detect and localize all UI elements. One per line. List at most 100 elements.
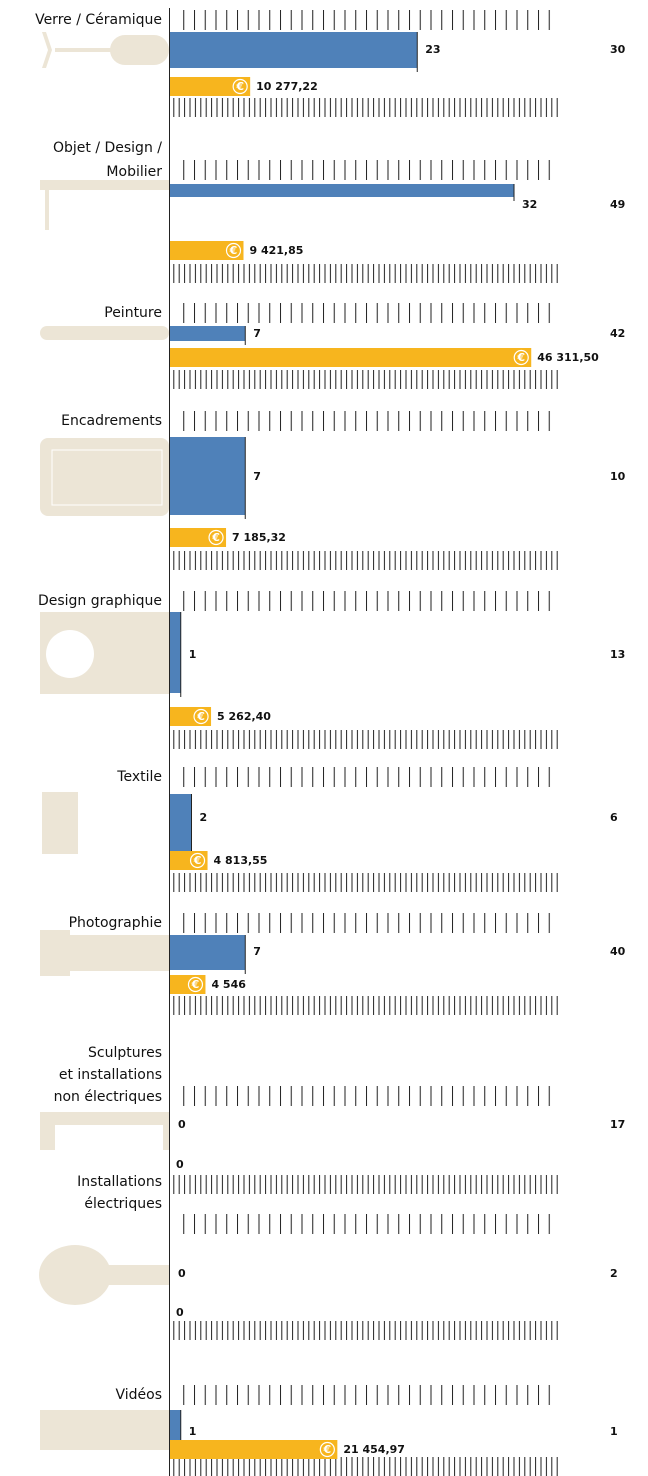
category-label: non électriques (54, 1089, 162, 1105)
count-bar (170, 794, 192, 856)
euro-symbol: € (323, 1443, 332, 1456)
count-bar (170, 326, 246, 341)
amount-label: 4 813,55 (214, 854, 268, 867)
total-label: 10 (610, 470, 626, 483)
euro-symbol: € (191, 978, 200, 991)
count-bar (170, 935, 246, 970)
category-label: Encadrements (61, 413, 162, 429)
amount-bar (170, 851, 208, 870)
ruler (178, 591, 558, 611)
count-label: 32 (522, 198, 537, 211)
total-label: 17 (610, 1118, 625, 1131)
count-bar (170, 184, 514, 197)
illustration-details (46, 449, 163, 1150)
euro-symbol: € (516, 351, 525, 364)
euro-icon (208, 529, 224, 546)
euro-icon (232, 78, 248, 95)
euro-symbol: € (229, 244, 238, 257)
total-label: 1 (610, 1425, 618, 1438)
ruler (178, 1214, 558, 1234)
amount-label: 46 311,50 (537, 351, 599, 364)
count-label: 0 (178, 1118, 186, 1131)
count-label: 7 (253, 945, 261, 958)
category-label: Objet / Design / (53, 140, 162, 156)
ruler (171, 370, 558, 389)
ruler (171, 1321, 558, 1340)
total-label: 49 (610, 198, 625, 211)
count-label: 1 (189, 1425, 197, 1438)
total-label: 40 (610, 945, 626, 958)
amount-label: 10 277,22 (256, 80, 318, 93)
total-label: 30 (610, 43, 626, 56)
total-label: 13 (610, 648, 625, 661)
count-label: 2 (200, 811, 208, 824)
ruler (171, 873, 558, 892)
euro-icon (319, 1441, 335, 1458)
category-label: électriques (84, 1196, 162, 1212)
category-label: Design graphique (38, 593, 162, 609)
ruler (178, 767, 558, 787)
ruler (171, 264, 558, 283)
category-label: Peinture (104, 305, 162, 321)
ruler (171, 98, 558, 117)
amount-label: 5 262,40 (217, 710, 271, 723)
count-label: 1 (189, 648, 197, 661)
category-label: Textile (116, 769, 162, 785)
ruler (178, 10, 558, 30)
euro-icon (189, 852, 206, 869)
count-label: 23 (425, 43, 440, 56)
euro-icon (187, 976, 204, 993)
amount-bar (170, 707, 212, 726)
category-label: Installations (77, 1174, 162, 1190)
euro-symbol: € (193, 854, 202, 867)
ruler (178, 1086, 558, 1106)
category-label: Sculptures (88, 1045, 162, 1061)
euro-symbol: € (196, 710, 205, 723)
amount-bar (170, 1440, 338, 1459)
ruler (178, 913, 558, 933)
amount-bar (170, 528, 227, 547)
count-bar (170, 437, 246, 515)
amount-bar (170, 975, 206, 994)
amount-bar (170, 77, 251, 96)
euro-icon (225, 242, 242, 259)
category-label: Verre / Céramique (35, 12, 162, 28)
count-label: 7 (253, 327, 261, 340)
ruler (171, 996, 558, 1015)
illustrations (39, 32, 169, 1450)
euro-icon (193, 708, 209, 725)
euro-icon (513, 349, 529, 366)
amount-label: 0 (176, 1306, 184, 1319)
amount-label: 21 454,97 (343, 1443, 405, 1456)
ruler (178, 411, 558, 431)
ruler (178, 303, 558, 323)
total-label: 6 (610, 811, 618, 824)
amount-label: 4 546 (211, 978, 246, 991)
ruler (171, 551, 558, 570)
ruler (178, 1385, 558, 1405)
ruler (171, 730, 558, 749)
category-label: et installations (59, 1067, 162, 1083)
category-label: Photographie (69, 915, 162, 931)
total-label: 2 (610, 1267, 618, 1280)
euro-symbol: € (235, 80, 244, 93)
ruler (171, 1175, 558, 1194)
count-label: 7 (253, 470, 261, 483)
amount-label: 0 (176, 1158, 184, 1171)
amount-bar (170, 348, 532, 367)
amount-bar (170, 241, 244, 260)
count-bar (170, 32, 418, 68)
category-label: Vidéos (115, 1387, 162, 1403)
count-bar (170, 612, 181, 693)
count-label: 0 (178, 1267, 186, 1280)
count-bar (170, 1410, 181, 1450)
euro-symbol: € (211, 531, 220, 544)
ruler (178, 160, 558, 180)
amount-label: 7 185,32 (232, 531, 286, 544)
category-label: Mobilier (106, 164, 162, 180)
ruler (171, 1457, 558, 1476)
amount-label: 9 421,85 (249, 244, 303, 257)
total-label: 42 (610, 327, 625, 340)
